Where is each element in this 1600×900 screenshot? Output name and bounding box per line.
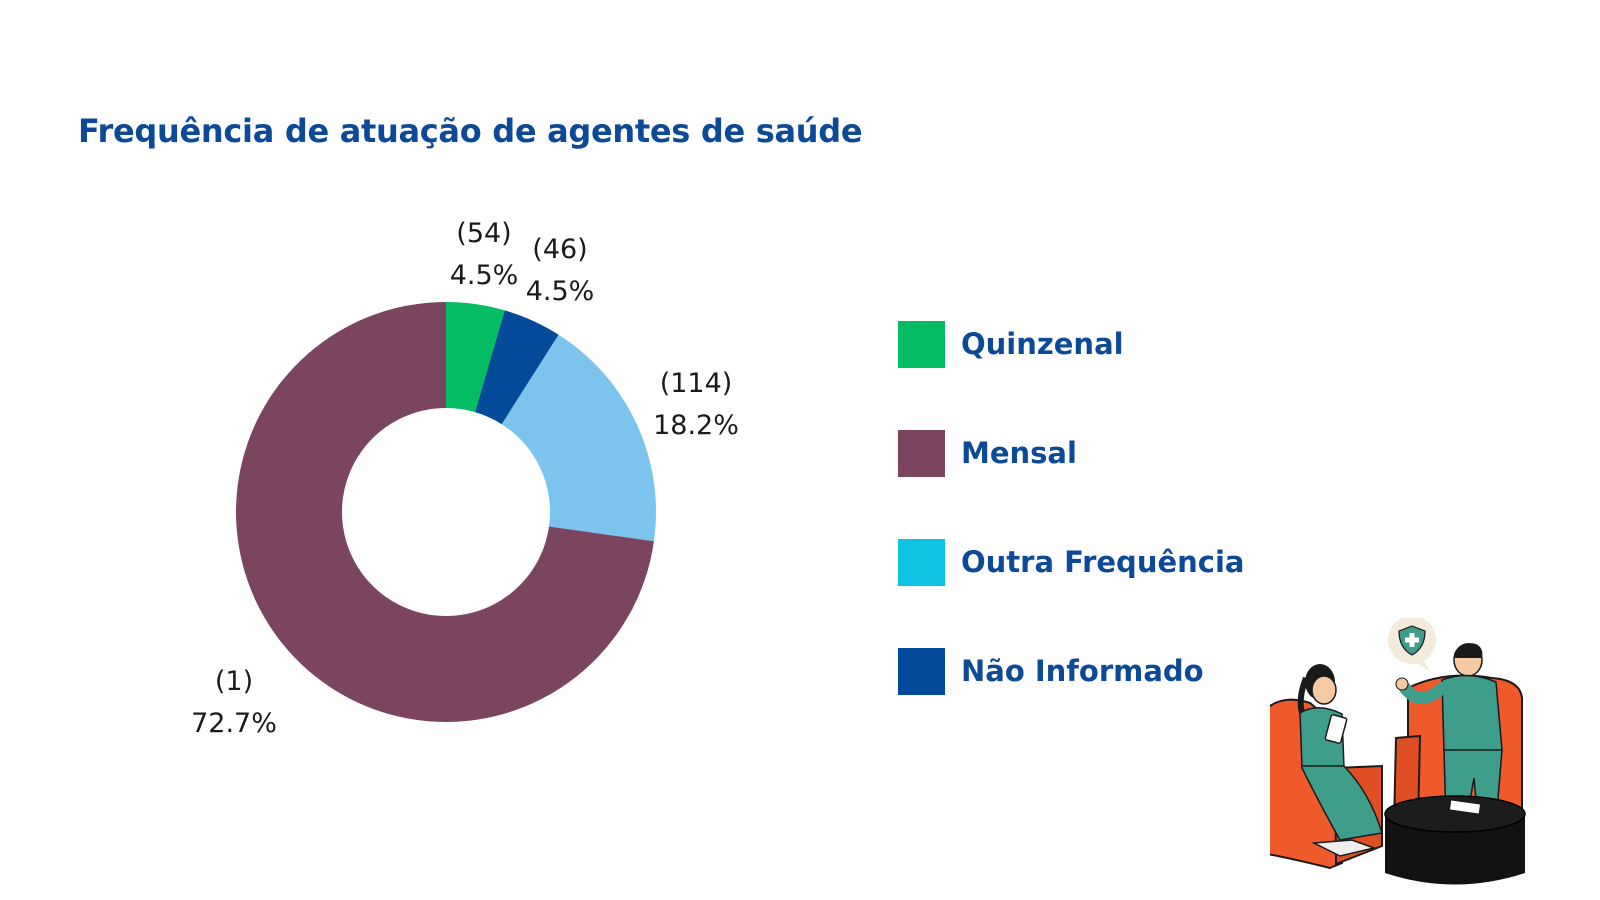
slice-percent-label: 72.7%: [191, 708, 277, 739]
slice-count-label: (1): [215, 666, 253, 697]
woman-figure: [1297, 664, 1383, 857]
donut-slice-mensal: [235, 302, 654, 722]
chart-title: Frequência de atuação de agentes de saúd…: [78, 112, 863, 150]
slice-count-label: (54): [456, 218, 511, 249]
legend-item: Outra Frequência: [898, 538, 1244, 586]
legend-swatch: [898, 429, 945, 477]
legend-label: Outra Frequência: [961, 545, 1245, 579]
legend-label: Mensal: [961, 436, 1077, 470]
legend-swatch: [898, 647, 945, 695]
consultation-illustration: [1270, 618, 1526, 885]
man-figure: [1395, 643, 1503, 824]
legend-item: Mensal: [898, 429, 1244, 477]
donut-slice-outra-frequ-ncia: [501, 334, 656, 542]
health-shield-icon: [1388, 618, 1436, 672]
chart-legend: Quinzenal Mensal Outra Frequência Não Infor…: [898, 320, 1244, 756]
legend-label: Quinzenal: [961, 327, 1124, 361]
slice-percent-label: 18.2%: [653, 410, 739, 441]
legend-item: Não Informado: [898, 647, 1244, 695]
coffee-table: [1384, 795, 1526, 885]
legend-label: Não Informado: [961, 654, 1204, 688]
slice-percent-label: 4.5%: [450, 260, 519, 291]
slice-percent-label: 4.5%: [526, 276, 595, 307]
donut-slice-quinzenal: [446, 302, 505, 413]
legend-item: Quinzenal: [898, 320, 1244, 368]
legend-swatch: [898, 320, 945, 368]
slice-count-label: (114): [660, 368, 733, 399]
legend-swatch: [898, 538, 945, 586]
donut-slice-n-o-informado: [475, 310, 559, 425]
slice-count-label: (46): [532, 234, 587, 265]
donut-chart: (54) 4.5% (46) 4.5% (114) 18.2% (1) 72.7%: [191, 218, 739, 739]
